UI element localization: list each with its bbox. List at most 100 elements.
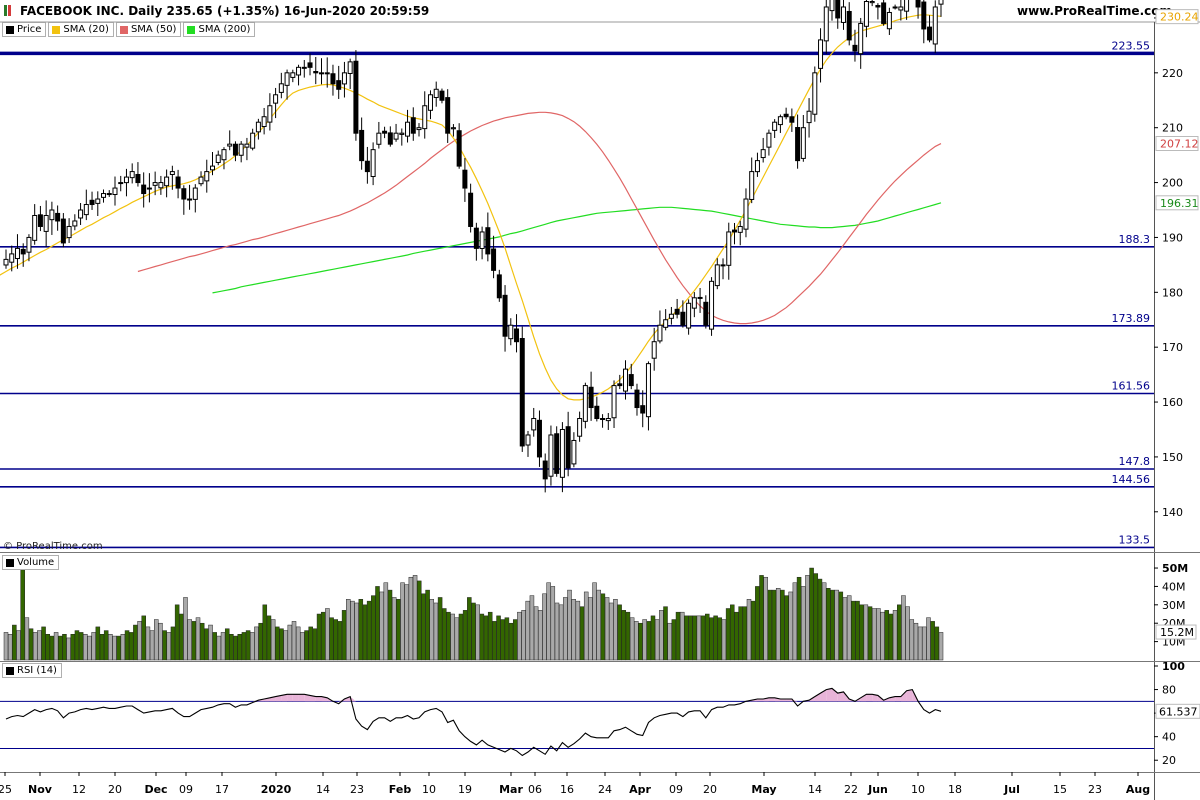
candle [393,123,399,142]
candle-body [697,296,703,299]
volume-bars [3,567,944,661]
rsi-overbought-fill [872,694,878,702]
candle [674,298,680,319]
candle [204,159,210,193]
tag-box [1155,136,1199,152]
candle-body [886,11,892,30]
legend-swatch [187,25,196,34]
volume-bar [300,632,305,661]
x-tick-label: 23 [1088,783,1102,796]
candle-body [737,225,743,233]
rsi-overbought-fill [906,689,913,702]
candle-body [731,229,737,233]
volume-bar [755,586,760,661]
candle [600,414,606,428]
candle [405,109,411,143]
candle [525,430,531,457]
volume-bar [325,608,330,661]
volume-bar [554,602,560,661]
candle [800,115,806,162]
volume-bar [638,622,643,661]
volume-bar [400,582,405,661]
candle [852,29,858,62]
candle-body [479,231,485,250]
volume-pane-label[interactable]: Volume [2,555,60,570]
candle [227,130,233,151]
candle-body [766,132,772,148]
candle-body [754,160,760,173]
volume-bar [871,608,877,661]
volume-bar [304,630,309,661]
candle [123,168,129,197]
volume-bar [876,608,881,661]
candle-body [250,132,256,149]
rsi-overbought-fill [895,696,901,702]
candle-body [863,0,869,27]
volume-bar [558,604,564,661]
volume-bar [28,628,34,661]
candle-body [858,22,864,55]
candle-body [112,187,118,196]
candle-body [181,188,187,200]
candle [651,327,657,371]
candle-body [405,121,411,137]
candle-body [9,253,15,263]
candle-body [806,110,812,124]
candle [158,175,164,195]
candle-body [508,324,514,340]
candle-body [840,6,846,23]
candle-body [278,83,284,93]
candle [192,184,198,213]
volume-bar [149,630,155,661]
volume-bar [667,622,672,661]
legend-label: Price [17,24,42,35]
horizontal-level-label: 133.5 [1119,533,1151,546]
rsi-pane-label[interactable]: RSI (14) [2,663,62,678]
candle-body [399,132,405,135]
candle-body [49,209,55,221]
horizontal-level-label: 188.3 [1119,233,1151,246]
volume-bar [154,619,159,661]
candle [594,396,600,422]
volume-bar [709,617,714,661]
volume-bar [567,589,572,661]
candle [416,123,422,137]
candle-body [204,171,210,182]
candle [657,310,663,344]
candle-body [674,308,680,315]
candle [399,128,405,146]
candle-body [3,258,9,266]
last-value-tag: 196.31 [1155,195,1199,211]
candle [479,226,485,260]
x-tick-label: 12 [72,783,86,796]
volume-bar [905,606,910,661]
volume-bar [821,582,827,661]
legend-item-sma20[interactable]: SMA (20) [48,22,114,37]
volume-bar [404,584,409,661]
volume-bar [312,628,318,661]
volume-bar [642,619,647,661]
candle-body [605,418,611,422]
volume-bar [579,606,585,661]
candle-body [158,182,164,189]
volume-bar [834,589,839,661]
volume-tick-label: 30M [1162,599,1186,612]
volume-bar [346,599,351,661]
candle-body [141,184,147,195]
rsi-tick-label: 20 [1162,754,1176,767]
volume-bar [208,624,213,661]
last-value-tag: 230.24 [1155,9,1199,25]
candle-body [83,204,89,216]
site-link[interactable]: www.ProRealTime.com [1017,4,1172,18]
candle [250,128,256,151]
candle [645,361,651,431]
candle [737,220,743,246]
candle-body [760,149,766,159]
candle [812,66,818,122]
volume-bar [696,615,702,661]
candle [112,176,118,206]
price-tick-label: 220 [1162,67,1183,80]
candle [754,152,760,177]
candle [829,0,835,21]
